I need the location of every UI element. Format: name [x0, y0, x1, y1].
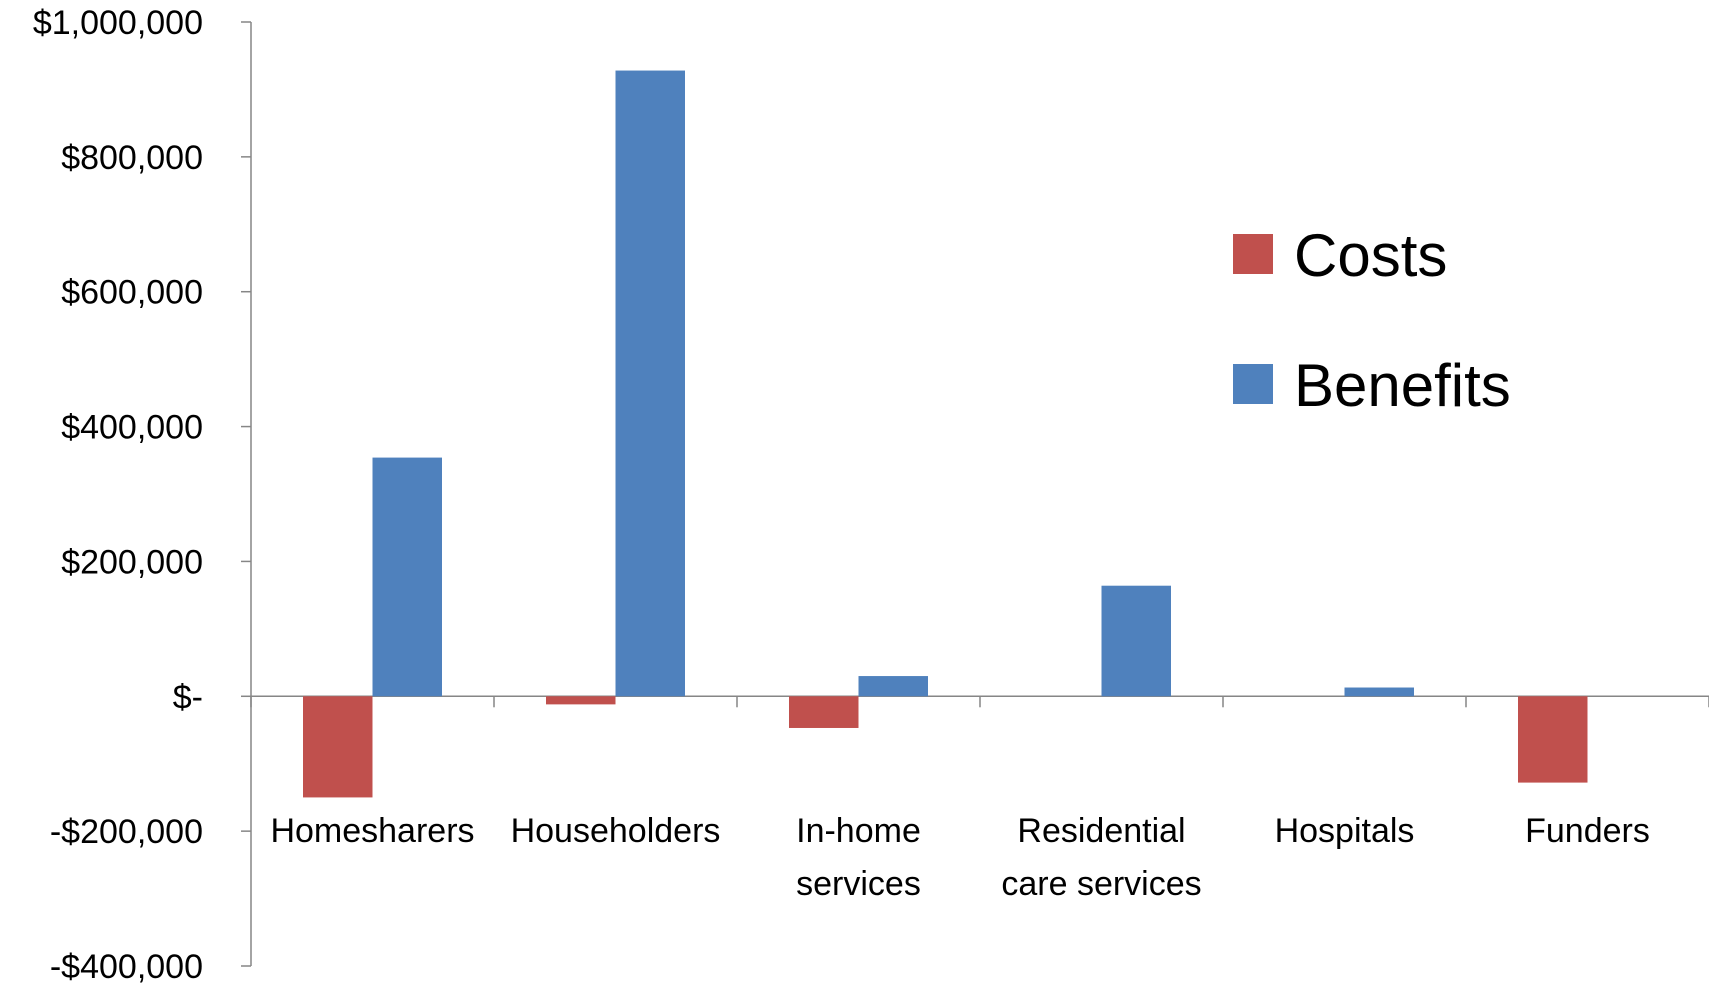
y-tick-label: $800,000 — [61, 139, 203, 177]
x-category-label: care services — [1001, 865, 1201, 903]
y-tick-label: $600,000 — [61, 274, 203, 312]
bar-benefits-4 — [1344, 687, 1414, 697]
legend: Costs Benefits — [1233, 222, 1511, 419]
y-tick-label: -$400,000 — [50, 948, 203, 986]
bar-benefits-2 — [858, 676, 928, 697]
bar-costs-1 — [546, 696, 616, 705]
x-category-label: Householders — [511, 812, 721, 850]
bar-costs-0 — [303, 696, 373, 798]
y-axis: $1,000,000 $800,000 $600,000 $400,000 $200,0… — [33, 4, 252, 986]
x-category-label: In-home — [796, 812, 921, 850]
legend-label-costs: Costs — [1294, 222, 1447, 289]
x-axis — [250, 695, 1709, 708]
x-category-label: Hospitals — [1275, 812, 1415, 850]
y-tick-label: $400,000 — [61, 409, 203, 447]
x-category-label: Homesharers — [270, 812, 474, 850]
x-category-label: Funders — [1525, 812, 1650, 850]
y-tick-label: -$200,000 — [50, 813, 203, 851]
legend-swatch-costs — [1233, 234, 1273, 274]
y-tick-label: $200,000 — [61, 543, 203, 581]
x-category-label: services — [796, 865, 921, 903]
bars — [303, 70, 1588, 798]
legend-swatch-benefits — [1233, 364, 1273, 404]
bar-benefits-1 — [615, 70, 685, 697]
category-labels: Homesharers Householders In-home services Re… — [270, 812, 1649, 903]
bar-costs-5 — [1518, 696, 1588, 783]
y-tick-label: $- — [173, 678, 203, 716]
x-category-label: Residential — [1017, 812, 1185, 850]
y-tick-label: $1,000,000 — [33, 4, 203, 42]
bar-costs-2 — [789, 696, 859, 728]
bar-benefits-0 — [372, 457, 442, 697]
bar-benefits-3 — [1101, 585, 1171, 697]
legend-label-benefits: Benefits — [1294, 352, 1511, 419]
